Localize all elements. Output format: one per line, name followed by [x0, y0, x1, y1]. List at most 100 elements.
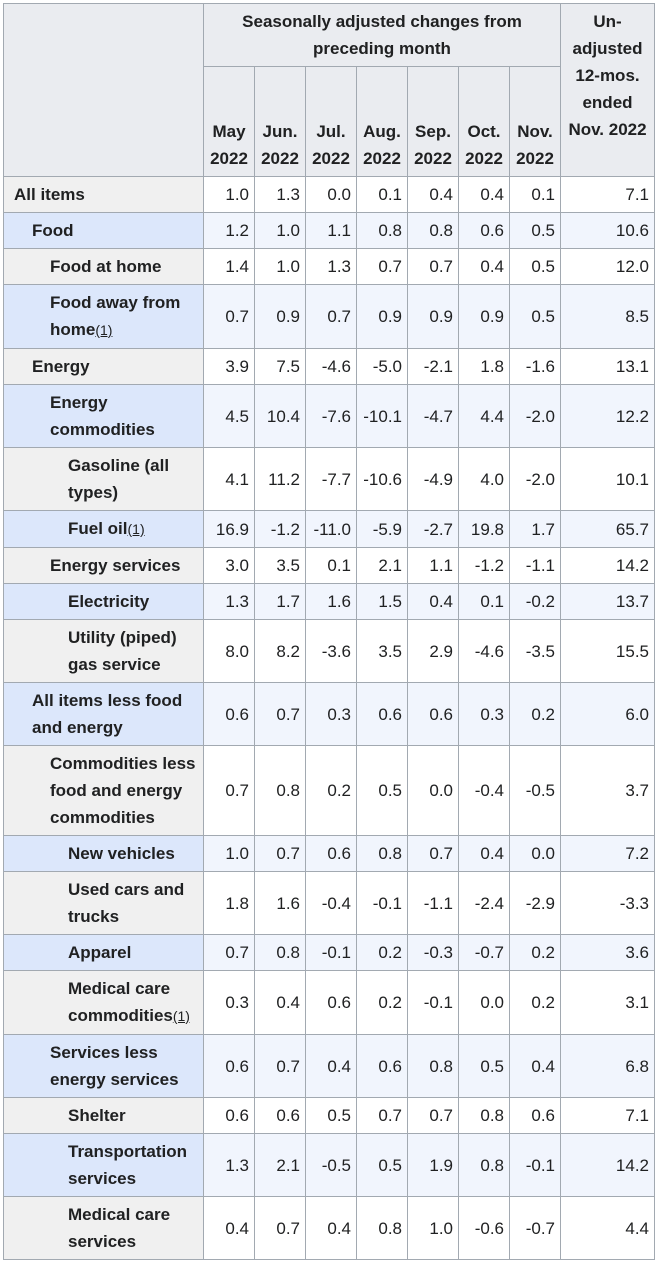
value-cell: -0.5	[305, 1133, 357, 1197]
value-cell: 0.4	[203, 1196, 255, 1260]
value-cell: 7.1	[560, 1097, 655, 1134]
value-cell: 3.5	[254, 547, 306, 584]
label-text: Utility (piped) gas service	[68, 628, 177, 674]
label-text: Services less energy services	[50, 1043, 179, 1089]
value-cell: 0.4	[254, 970, 306, 1035]
value-cell: 1.3	[203, 1133, 255, 1197]
value-cell: 0.7	[203, 745, 255, 836]
table-row: Energy 3.9 7.5 -4.6 -5.0 -2.1 1.8 -1.6 13.1	[3, 348, 655, 385]
value-cell: 3.7	[560, 745, 655, 836]
footnote-link[interactable]: (1)	[127, 521, 145, 537]
value-cell: 1.5	[356, 583, 408, 620]
value-cell: -1.2	[254, 510, 306, 548]
row-label: Food at home	[3, 248, 204, 285]
value-cell: 0.1	[305, 547, 357, 584]
value-cell: 0.9	[407, 284, 459, 349]
value-cell: 3.0	[203, 547, 255, 584]
table-row: Used cars and trucks 1.8 1.6 -0.4 -0.1 -1.1 -2…	[3, 871, 655, 935]
value-cell: 0.5	[458, 1034, 510, 1098]
value-cell: 65.7	[560, 510, 655, 548]
value-cell: 0.7	[254, 682, 306, 746]
value-cell: 0.9	[356, 284, 408, 349]
label-text: Transportation services	[68, 1142, 188, 1188]
value-cell: 4.5	[203, 384, 255, 448]
label-text: Medical care commodities	[68, 979, 173, 1025]
value-cell: 0.8	[458, 1097, 510, 1134]
value-cell: -3.6	[305, 619, 357, 683]
value-cell: 0.8	[254, 934, 306, 971]
value-cell: 1.7	[254, 583, 306, 620]
value-cell: 0.7	[407, 1097, 459, 1134]
value-cell: 0.4	[305, 1196, 357, 1260]
value-cell: 7.1	[560, 176, 655, 213]
value-cell: -0.6	[458, 1196, 510, 1260]
value-cell: 0.4	[509, 1034, 561, 1098]
value-cell: -2.7	[407, 510, 459, 548]
month-header: Jun. 2022	[254, 66, 306, 177]
row-label: Food	[3, 212, 204, 249]
value-cell: 0.0	[458, 970, 510, 1035]
value-cell: 0.9	[254, 284, 306, 349]
value-cell: 12.0	[560, 248, 655, 285]
value-cell: 0.6	[203, 1097, 255, 1134]
value-cell: 0.0	[407, 745, 459, 836]
value-cell: -1.1	[407, 871, 459, 935]
table-row: Commodities less food and energy commodi…	[3, 745, 655, 836]
header-row: Seasonally adjusted changes from precedi…	[3, 3, 655, 177]
value-cell: -10.6	[356, 447, 408, 511]
value-cell: 0.1	[509, 176, 561, 213]
value-cell: 0.6	[305, 970, 357, 1035]
value-cell: -2.4	[458, 871, 510, 935]
label-text: New vehicles	[68, 844, 175, 863]
row-label: Food away from home(1)	[3, 284, 204, 349]
unadjusted-header: Un-adjusted 12-mos. ended Nov. 2022	[560, 3, 655, 177]
value-cell: -4.6	[458, 619, 510, 683]
value-cell: -10.1	[356, 384, 408, 448]
footnote-link[interactable]: (1)	[172, 1008, 190, 1024]
value-cell: 0.3	[458, 682, 510, 746]
value-cell: 0.8	[356, 212, 408, 249]
value-cell: 0.0	[509, 835, 561, 872]
value-cell: 0.4	[458, 176, 510, 213]
value-cell: 13.1	[560, 348, 655, 385]
value-cell: 13.7	[560, 583, 655, 620]
value-cell: 0.7	[407, 835, 459, 872]
value-cell: 4.1	[203, 447, 255, 511]
footnote-link[interactable]: (1)	[95, 322, 113, 338]
value-cell: 16.9	[203, 510, 255, 548]
value-cell: 1.8	[458, 348, 510, 385]
table-row: Food at home 1.4 1.0 1.3 0.7 0.7 0.4 0.5 12.0	[3, 248, 655, 285]
value-cell: 0.8	[407, 212, 459, 249]
row-label: Utility (piped) gas service	[3, 619, 204, 683]
value-cell: -0.5	[509, 745, 561, 836]
value-cell: -4.6	[305, 348, 357, 385]
value-cell: 0.7	[254, 1196, 306, 1260]
row-label: All items less food and energy	[3, 682, 204, 746]
label-text: Medical care services	[68, 1205, 171, 1251]
value-cell: 0.2	[305, 745, 357, 836]
value-cell: 0.4	[458, 835, 510, 872]
value-cell: 11.2	[254, 447, 306, 511]
label-text: Gasoline (all types)	[68, 456, 170, 502]
value-cell: 10.4	[254, 384, 306, 448]
value-cell: 3.6	[560, 934, 655, 971]
value-cell: 0.5	[509, 248, 561, 285]
row-label: Energy	[3, 348, 204, 385]
value-cell: 1.0	[254, 248, 306, 285]
label-text: Fuel oil	[68, 519, 128, 538]
value-cell: 0.1	[356, 176, 408, 213]
group-header: Seasonally adjusted changes from precedi…	[203, 3, 561, 67]
value-cell: 2.1	[254, 1133, 306, 1197]
value-cell: 6.0	[560, 682, 655, 746]
value-cell: -7.7	[305, 447, 357, 511]
value-cell: 1.8	[203, 871, 255, 935]
value-cell: 0.5	[509, 212, 561, 249]
table-row: New vehicles 1.0 0.7 0.6 0.8 0.7 0.4 0.0 7.2	[3, 835, 655, 872]
table-row: Energy services 3.0 3.5 0.1 2.1 1.1 -1.2 -1.1 14…	[3, 547, 655, 584]
value-cell: 3.9	[203, 348, 255, 385]
value-cell: 0.6	[407, 682, 459, 746]
table-row: Transportation services 1.3 2.1 -0.5 0.5 1.9 0…	[3, 1133, 655, 1197]
row-label: Gasoline (all types)	[3, 447, 204, 511]
value-cell: 0.5	[305, 1097, 357, 1134]
label-text: Food	[32, 221, 74, 240]
